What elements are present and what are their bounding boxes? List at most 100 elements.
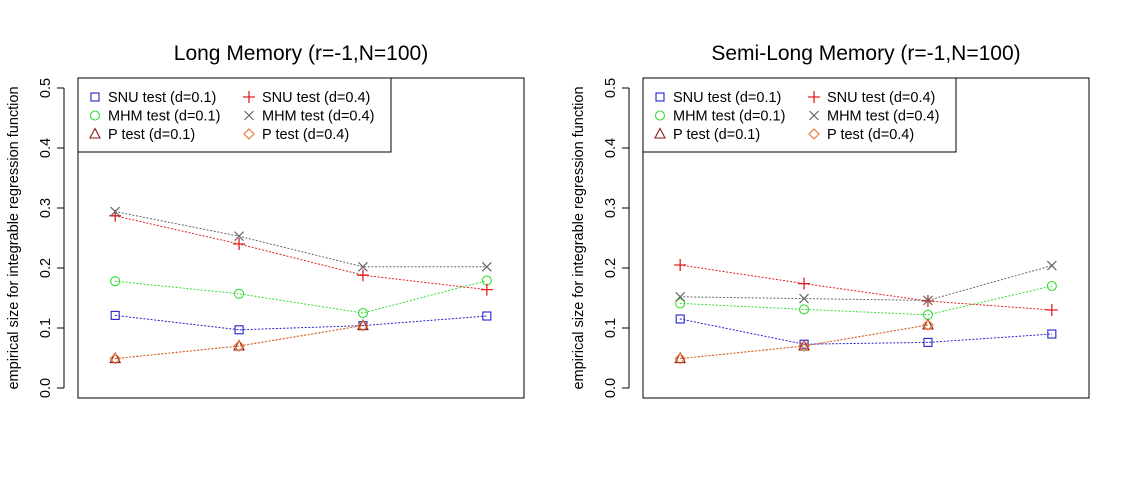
- legend-label: MHM test (d=0.4): [262, 109, 374, 125]
- y-tick-label: 0.2: [603, 258, 619, 278]
- data-point: [356, 269, 369, 282]
- series-line: [679, 318, 1053, 345]
- legend-label: SNU test (d=0.4): [262, 90, 370, 106]
- data-point: [482, 311, 492, 321]
- legend-marker: [809, 110, 819, 121]
- y-axis-label: empirical size for integrable regression…: [6, 86, 22, 389]
- series-4: [674, 259, 1058, 316]
- legend-marker: [654, 110, 666, 121]
- legend-label: P test (d=0.4): [827, 127, 914, 143]
- series-line: [679, 285, 1053, 316]
- series-line: [679, 324, 929, 360]
- series-2: [110, 275, 492, 319]
- legend-marker: [90, 92, 100, 102]
- series-1: [110, 310, 492, 335]
- legend-marker: [243, 128, 255, 140]
- legend-marker: [808, 91, 820, 103]
- data-point: [480, 283, 493, 296]
- data-point: [233, 238, 246, 250]
- legend-label: MHM test (d=0.4): [827, 109, 939, 125]
- y-tick-label: 0.4: [38, 138, 54, 158]
- legend-marker: [89, 127, 101, 139]
- data-point: [674, 259, 687, 271]
- series-line: [679, 324, 929, 360]
- legend-marker: [654, 127, 666, 139]
- data-point: [798, 277, 811, 290]
- series-line: [114, 325, 364, 360]
- chart-title: Semi-Long Memory (r=-1,N=100): [711, 42, 1020, 65]
- y-tick-label: 0.3: [38, 198, 54, 218]
- series-line: [679, 264, 1053, 311]
- y-tick-label: 0.0: [38, 378, 54, 398]
- data-point: [110, 310, 120, 320]
- legend-label: P test (d=0.1): [673, 127, 760, 143]
- series-6: [674, 319, 934, 365]
- data-point: [357, 307, 368, 319]
- data-point: [674, 352, 686, 365]
- y-axis-label: empirical size for integrable regression…: [571, 86, 587, 389]
- series-line: [114, 325, 364, 360]
- data-point: [1046, 280, 1057, 292]
- legend-label: P test (d=0.1): [108, 127, 195, 143]
- legend-label: SNU test (d=0.1): [673, 90, 781, 106]
- data-point: [923, 295, 933, 306]
- chart-title: Long Memory (r=-1,N=100): [174, 42, 428, 65]
- legend-marker: [89, 110, 101, 121]
- chart-panel: Long Memory (r=-1,N=100) empirical size f…: [6, 42, 525, 399]
- data-point: [110, 276, 121, 287]
- series-6: [109, 319, 369, 365]
- data-point: [674, 351, 687, 364]
- data-point: [233, 340, 245, 352]
- data-point: [109, 351, 122, 364]
- legend-marker: [244, 110, 254, 121]
- series-5: [675, 260, 1057, 306]
- data-point: [922, 318, 934, 330]
- legend: SNU test (d=0.1) MHM test (d=0.1) P test (…: [642, 77, 957, 153]
- y-tick-label: 0.1: [38, 318, 54, 338]
- legend-marker: [243, 91, 255, 103]
- data-point: [799, 304, 810, 315]
- series-line: [679, 265, 1053, 301]
- data-point: [109, 352, 121, 365]
- series-line: [114, 211, 488, 268]
- series-line: [114, 215, 488, 291]
- data-point: [798, 340, 810, 352]
- legend-marker: [655, 92, 665, 102]
- series-4: [109, 209, 493, 296]
- data-point: [234, 288, 245, 299]
- y-tick-label: 0.3: [603, 198, 619, 218]
- data-point: [234, 231, 244, 242]
- data-point: [675, 291, 686, 302]
- data-point: [799, 293, 809, 304]
- series-5: [110, 206, 492, 272]
- data-point: [922, 319, 934, 331]
- legend-box: [77, 77, 392, 153]
- legend: SNU test (d=0.1) MHM test (d=0.1) P test (…: [77, 77, 392, 153]
- data-point: [481, 261, 492, 272]
- data-point: [1045, 304, 1058, 316]
- legend-box: [642, 77, 957, 153]
- y-tick-label: 0.2: [38, 258, 54, 278]
- legend-label: MHM test (d=0.1): [108, 109, 220, 125]
- y-tick-label: 0.1: [603, 318, 619, 338]
- data-point: [110, 206, 121, 217]
- data-point: [923, 337, 933, 347]
- legend-label: SNU test (d=0.4): [827, 90, 935, 106]
- series-line: [114, 314, 488, 331]
- y-tick-label: 0.0: [603, 378, 619, 398]
- data-point: [675, 298, 686, 309]
- y-tick-label: 0.5: [603, 78, 619, 98]
- legend-label: MHM test (d=0.1): [673, 109, 785, 125]
- legend-label: SNU test (d=0.1): [108, 90, 216, 106]
- series-2: [675, 280, 1057, 320]
- data-point: [358, 261, 368, 272]
- data-point: [357, 318, 369, 331]
- data-point: [675, 314, 685, 324]
- series-1: [675, 314, 1057, 349]
- series-line: [114, 280, 488, 314]
- data-point: [357, 319, 369, 332]
- data-point: [1047, 329, 1057, 339]
- y-tick-label: 0.5: [38, 78, 54, 98]
- data-point: [234, 325, 244, 335]
